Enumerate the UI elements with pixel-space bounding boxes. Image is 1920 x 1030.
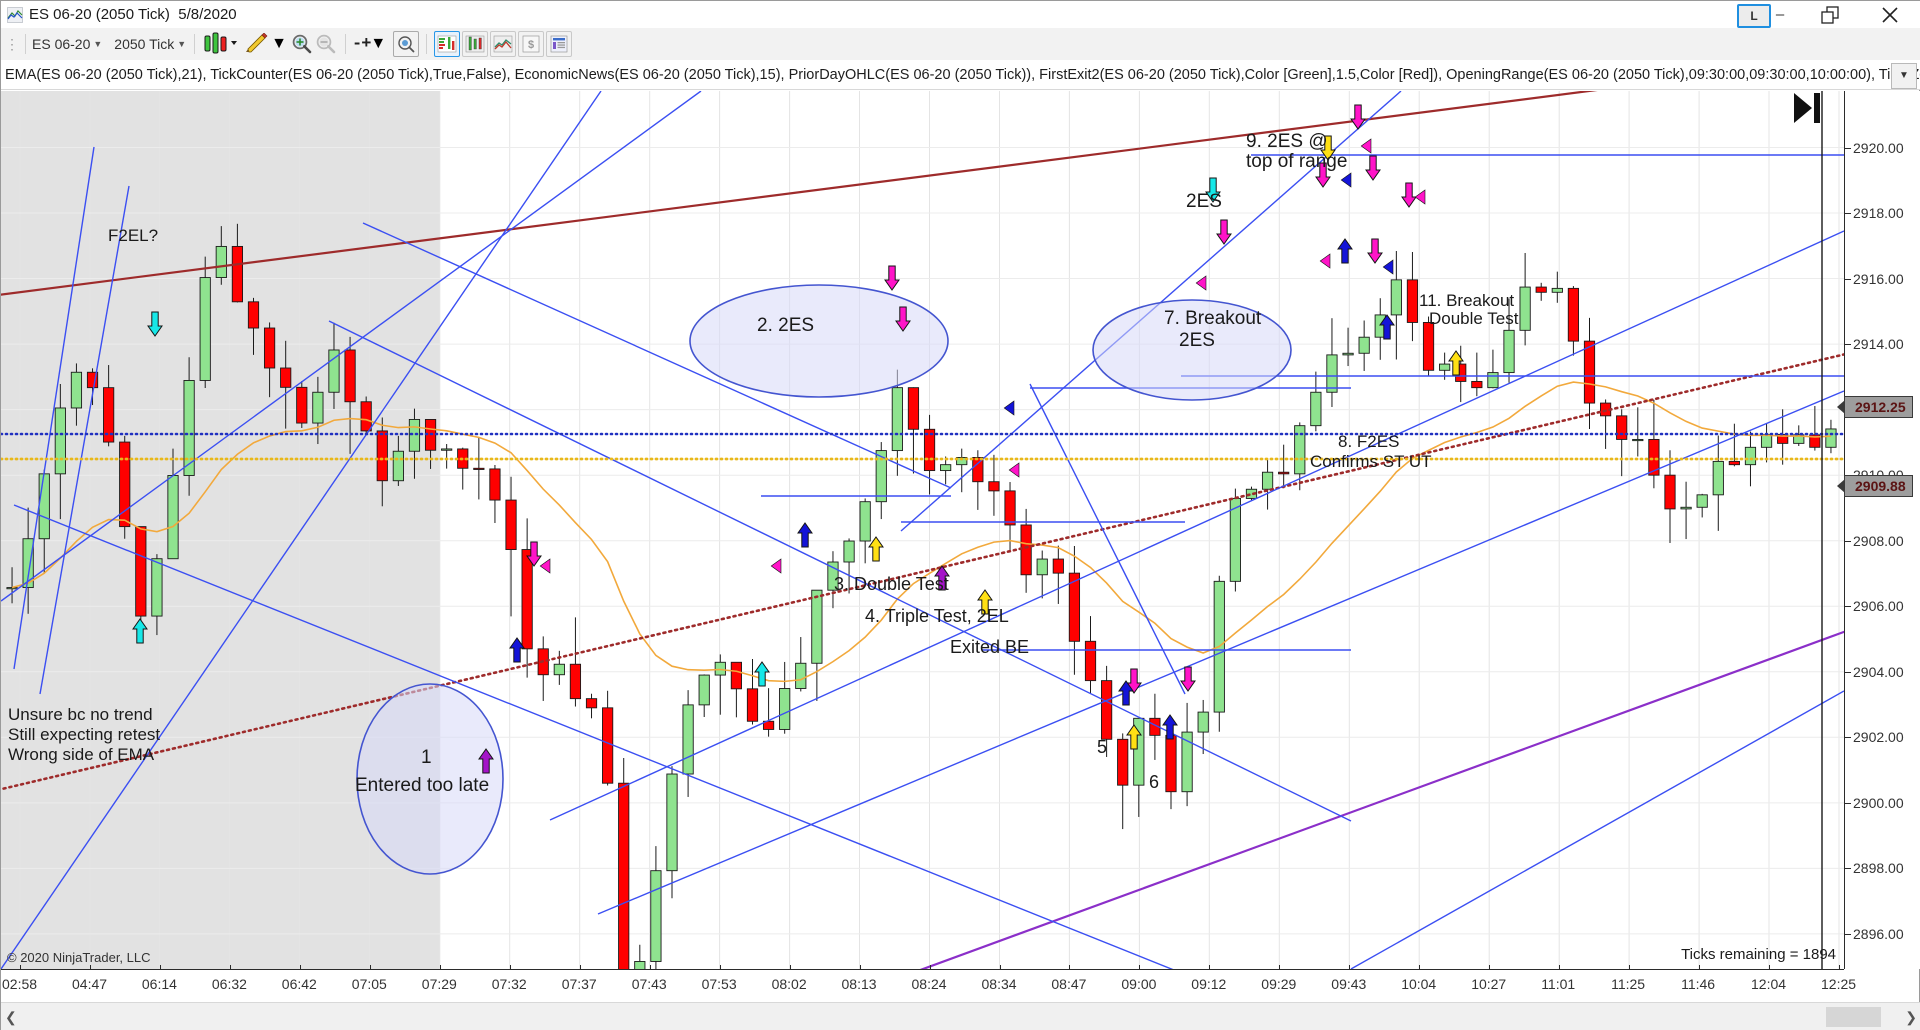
svg-text:Wrong side of EMA: Wrong side of EMA	[8, 745, 155, 764]
svg-text:2ES: 2ES	[1186, 191, 1222, 212]
svg-text:Double Test: Double Test	[1429, 309, 1519, 328]
svg-text:F2EL?: F2EL?	[108, 226, 158, 245]
svg-text:11. Breakout: 11. Breakout	[1419, 291, 1514, 310]
svg-text:Entered too late: Entered too late	[355, 775, 489, 796]
svg-text:Confirms ST UT: Confirms ST UT	[1310, 452, 1432, 471]
svg-text:$: $	[528, 39, 534, 51]
svg-text:3. Double Test: 3. Double Test	[834, 574, 949, 594]
svg-text:Exited BE: Exited BE	[950, 637, 1029, 657]
svg-text:7. Breakout: 7. Breakout	[1164, 308, 1262, 329]
svg-text:5: 5	[1097, 737, 1107, 757]
svg-text:1: 1	[421, 747, 432, 768]
svg-text:Still expecting retest: Still expecting retest	[8, 725, 160, 744]
svg-text:2ES: 2ES	[1179, 330, 1215, 351]
svg-text:9. 2ES @: 9. 2ES @	[1246, 131, 1328, 152]
svg-text:Unsure bc no trend: Unsure bc no trend	[8, 705, 153, 724]
svg-text:top of range: top of range	[1246, 151, 1347, 172]
svg-text:2. 2ES: 2. 2ES	[757, 315, 814, 336]
svg-text:4. Triple Test, 2EL: 4. Triple Test, 2EL	[865, 606, 1009, 626]
svg-text:6: 6	[1149, 772, 1159, 792]
svg-text:8. F2ES: 8. F2ES	[1338, 432, 1399, 451]
